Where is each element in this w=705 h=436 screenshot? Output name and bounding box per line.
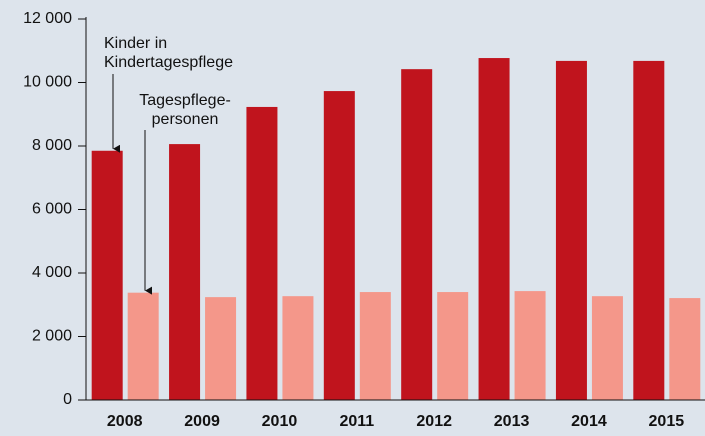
x-tick-label: 2015: [649, 413, 685, 430]
y-tick-label: 0: [63, 391, 72, 408]
y-tick-label: 12 000: [23, 10, 72, 27]
annotation: Tagespflege-: [139, 92, 231, 109]
y-tick-label: 2 000: [32, 328, 72, 345]
annotation: Kindertagespflege: [104, 54, 233, 71]
x-tick-label: 2013: [494, 413, 530, 430]
y-tick-label: 6 000: [32, 201, 72, 218]
y-tick-label: 8 000: [32, 137, 72, 154]
bar: [282, 296, 314, 400]
bar: [555, 60, 587, 400]
bar: [633, 60, 665, 400]
x-tick-label: 2012: [416, 413, 452, 430]
bar: [246, 106, 278, 400]
bar: [91, 150, 123, 400]
x-tick-label: 2010: [262, 413, 298, 430]
bar: [169, 144, 201, 400]
x-tick-label: 2008: [107, 413, 143, 430]
x-tick-label: 2009: [184, 413, 220, 430]
bar: [359, 292, 391, 400]
y-tick-label: 4 000: [32, 264, 72, 281]
bar: [478, 58, 510, 401]
bar: [514, 291, 546, 400]
x-tick-label: 2011: [339, 413, 374, 430]
bar: [401, 69, 433, 400]
bar: [669, 298, 701, 400]
bar: [591, 296, 623, 400]
annotation: personen: [152, 111, 219, 128]
annotation: Kinder in: [104, 35, 167, 52]
y-tick-label: 10 000: [23, 74, 72, 91]
bar: [205, 297, 237, 400]
bar: [127, 292, 159, 400]
x-tick-label: 2014: [571, 413, 607, 430]
bar: [437, 292, 469, 400]
bar: [323, 91, 355, 400]
